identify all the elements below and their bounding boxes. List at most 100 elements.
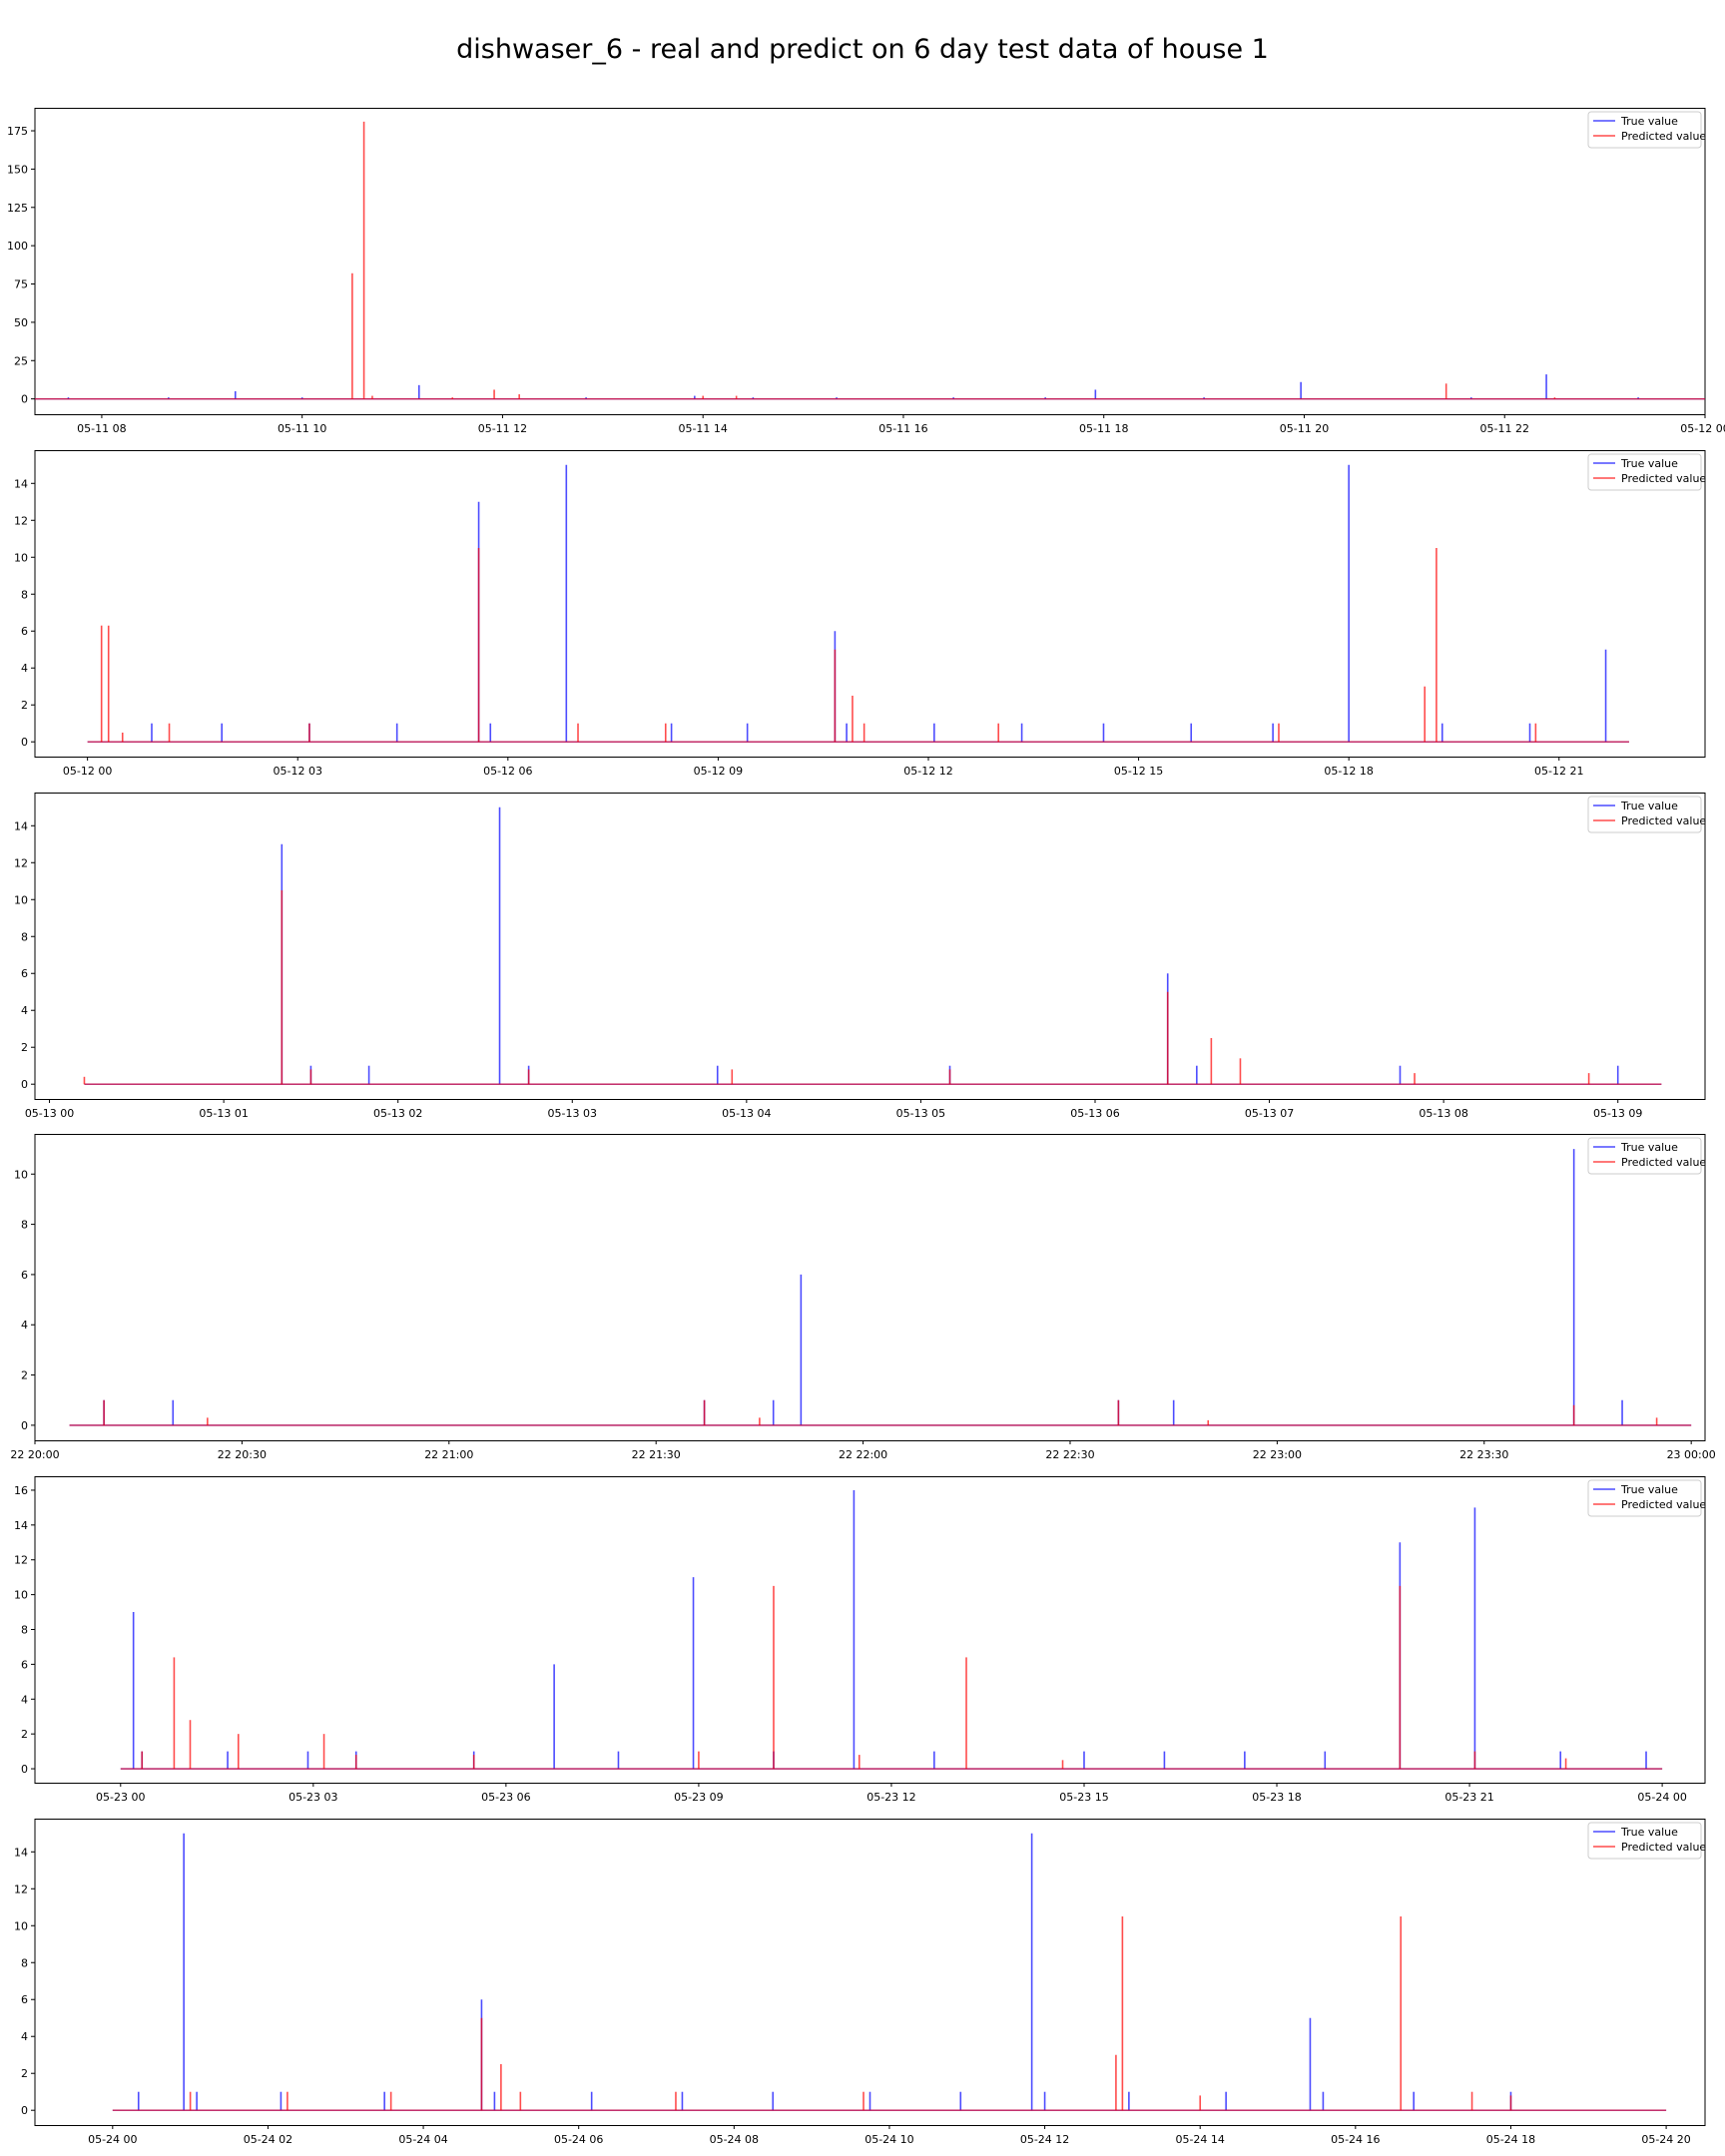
y-tick-label: 4 — [21, 662, 28, 675]
y-tick-label: 50 — [14, 316, 28, 329]
legend: True value Predicted value — [1587, 1137, 1706, 1175]
y-tick-label: 0 — [21, 2104, 28, 2117]
legend-box — [1587, 453, 1702, 491]
x-tick-label: 05-11 18 — [1079, 422, 1128, 435]
y-tick-label: 4 — [21, 1693, 28, 1706]
chart-panel-3: 0 2 4 6 8 10 12 14 05-13 00 05-13 01 05-13 02 05-13… — [14, 793, 1706, 1120]
legend: True value Predicted value — [1587, 1822, 1706, 1860]
y-tick-label: 10 — [14, 1168, 28, 1181]
legend-label: Predicted value — [1621, 1156, 1706, 1169]
legend: True value Predicted value — [1587, 453, 1706, 491]
y-tick-label: 0 — [21, 393, 28, 406]
x-tick-label: 22 22:30 — [1045, 1448, 1094, 1461]
series-predicted-value — [35, 121, 1705, 400]
y-tick-label: 75 — [14, 278, 28, 291]
legend-box — [1587, 1479, 1702, 1517]
x-tick-label: 05-23 03 — [288, 1791, 337, 1804]
chart-panel-6: 0 2 4 6 8 10 12 14 05-24 00 05-24 02 05-24 04 05-24… — [14, 1819, 1706, 2146]
x-tick-label: 22 20:30 — [218, 1448, 267, 1461]
x-tick-label: 22 23:30 — [1459, 1448, 1508, 1461]
chart-panel-2: 0 2 4 6 8 10 12 14 05-12 00 05-12 03 05-12 06 05-12… — [14, 450, 1706, 778]
y-tick-label: 14 — [14, 819, 28, 832]
y-tick-label: 0 — [21, 1078, 28, 1091]
y-tick-label: 14 — [14, 1846, 28, 1859]
y-tick-label: 8 — [21, 930, 28, 943]
x-tick-label: 22 23:00 — [1253, 1448, 1302, 1461]
x-tick-label: 05-24 02 — [244, 2133, 292, 2146]
x-tick-label: 05-11 08 — [77, 422, 126, 435]
x-tick-label: 05-24 04 — [398, 2133, 447, 2146]
y-tick-label: 10 — [14, 1919, 28, 1932]
y-tick-label: 12 — [14, 856, 28, 869]
x-tick-label: 05-12 18 — [1324, 765, 1373, 778]
y-tick-label: 12 — [14, 514, 28, 527]
y-tick-label: 150 — [7, 163, 28, 176]
y-tick-label: 125 — [7, 202, 28, 215]
axes-frame — [34, 1819, 1706, 2126]
x-tick-label: 05-13 00 — [25, 1107, 74, 1120]
x-tick-label: 05-13 04 — [722, 1107, 771, 1120]
x-tick-label: 05-24 14 — [1175, 2133, 1224, 2146]
figure-title: dishwaser_6 - real and predict on 6 day … — [456, 34, 1269, 65]
y-tick-label: 14 — [14, 1519, 28, 1532]
y-tick-label: 10 — [14, 893, 28, 906]
y-tick-label: 2 — [21, 2067, 28, 2080]
series-predicted-value — [83, 890, 1662, 1085]
x-tick-label: 05-12 09 — [694, 765, 743, 778]
y-tick-label: 4 — [21, 1319, 28, 1332]
axes-frame — [34, 1476, 1706, 1784]
series-true-value — [120, 1489, 1663, 1770]
x-tick-label: 22 21:00 — [424, 1448, 473, 1461]
legend-label: True value — [1620, 800, 1678, 812]
legend-label: Predicted value — [1621, 1498, 1706, 1511]
x-tick-label: 05-11 16 — [878, 422, 927, 435]
legend-label: True value — [1620, 457, 1678, 470]
y-tick-label: 16 — [14, 1484, 28, 1497]
x-tick-label: 05-13 09 — [1593, 1107, 1642, 1120]
x-tick-label: 05-24 06 — [554, 2133, 603, 2146]
series-true-value — [87, 464, 1629, 743]
y-tick-label: 2 — [21, 1369, 28, 1382]
x-tick-label: 22 22:00 — [839, 1448, 887, 1461]
x-tick-label: 05-13 08 — [1419, 1107, 1467, 1120]
axes-frame — [34, 450, 1706, 758]
y-tick-label: 6 — [21, 1993, 28, 2006]
series-predicted-value — [120, 1585, 1663, 1770]
y-tick-label: 8 — [21, 1956, 28, 1969]
legend-box — [1587, 111, 1702, 149]
x-tick-label: 05-24 20 — [1641, 2133, 1690, 2146]
x-tick-label: 05-11 14 — [678, 422, 727, 435]
x-tick-label: 05-24 08 — [710, 2133, 759, 2146]
y-tick-label: 8 — [21, 588, 28, 601]
x-tick-label: 05-23 06 — [481, 1791, 530, 1804]
legend-box — [1587, 1822, 1702, 1860]
y-tick-label: 14 — [14, 477, 28, 490]
x-tick-label: 05-23 18 — [1252, 1791, 1301, 1804]
y-tick-label: 175 — [7, 125, 28, 138]
legend-box — [1587, 796, 1702, 833]
y-tick-label: 2 — [21, 699, 28, 712]
legend: True value Predicted value — [1587, 796, 1706, 833]
series-predicted-value — [112, 1916, 1667, 2111]
x-tick-label: 22 20:00 — [10, 1448, 59, 1461]
x-tick-label: 05-13 02 — [373, 1107, 422, 1120]
x-tick-label: 05-23 09 — [674, 1791, 723, 1804]
x-tick-label: 05-12 00 — [1680, 422, 1725, 435]
chart-panel-1: 0 25 50 75 100 125 150 175 05-11 08 05-11 10 05-11… — [7, 108, 1725, 435]
x-tick-label: 05-13 01 — [199, 1107, 248, 1120]
legend-label: True value — [1620, 1483, 1678, 1496]
y-tick-label: 25 — [14, 354, 28, 367]
x-tick-label: 05-24 18 — [1486, 2133, 1535, 2146]
series-true-value — [84, 807, 1662, 1085]
x-tick-label: 05-23 21 — [1444, 1791, 1493, 1804]
x-tick-label: 05-23 15 — [1059, 1791, 1108, 1804]
legend: True value Predicted value — [1587, 111, 1706, 149]
legend-label: Predicted value — [1621, 472, 1706, 485]
x-tick-label: 05-13 03 — [548, 1107, 597, 1120]
x-tick-label: 05-11 22 — [1480, 422, 1529, 435]
x-tick-label: 05-13 07 — [1245, 1107, 1294, 1120]
series-predicted-value — [87, 548, 1629, 743]
x-tick-label: 22 21:30 — [632, 1448, 681, 1461]
y-tick-label: 0 — [21, 736, 28, 749]
y-tick-label: 100 — [7, 240, 28, 253]
